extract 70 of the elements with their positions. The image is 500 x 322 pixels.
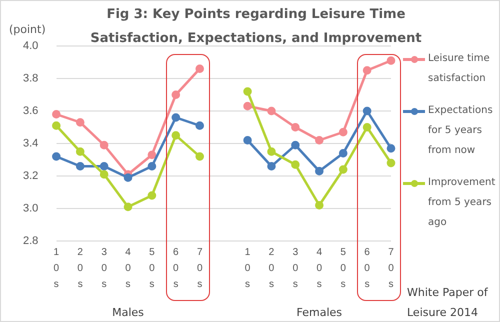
x-tick-label: 70s (388, 246, 394, 290)
point (243, 136, 252, 144)
legend-label: Leisure time satisfaction (428, 52, 491, 86)
point (338, 149, 348, 158)
x-tick-label: 70s (196, 246, 203, 290)
point (386, 158, 396, 168)
text: White Paper of Leisure 2014 (407, 286, 489, 319)
point (267, 106, 276, 116)
x-tick-label: 20s (77, 246, 84, 290)
x-tick-label: 40s (125, 246, 132, 290)
point (124, 173, 132, 182)
point (195, 121, 204, 130)
y-tick-label: 3.2 (22, 170, 38, 182)
text: Males (112, 306, 144, 319)
point (315, 166, 324, 176)
point (291, 140, 300, 150)
point (76, 162, 84, 170)
point (267, 147, 276, 156)
y-tick-label: 3.6 (22, 105, 38, 118)
point (338, 165, 348, 174)
point (315, 201, 324, 210)
point (243, 87, 252, 96)
y-tick-label: 4.0 (22, 40, 38, 52)
x-tick-label: 60s (173, 246, 180, 290)
y-axis-title: (point) (9, 22, 46, 36)
point (267, 162, 276, 170)
x-tick-label: 10s (54, 246, 60, 290)
point (52, 152, 61, 161)
point (124, 202, 132, 212)
y-tick-label: 3.8 (22, 72, 38, 85)
point (315, 136, 324, 144)
point (362, 123, 372, 132)
x-tick-label: 60s (364, 246, 370, 290)
point (195, 152, 204, 161)
text: Females (296, 306, 342, 319)
point (291, 123, 300, 132)
x-tick-label: 50s (149, 246, 156, 290)
x-tick-label: 20s (268, 246, 275, 290)
x-tick-label: 30s (101, 246, 108, 290)
point (76, 118, 84, 127)
point (243, 102, 252, 110)
point (386, 144, 396, 153)
point (52, 121, 61, 130)
point (148, 150, 156, 160)
y-tick-label: 2.8 (22, 235, 38, 248)
point (195, 64, 204, 73)
point (338, 128, 348, 136)
point (172, 131, 180, 140)
x-tick-label: 30s (292, 246, 299, 290)
point (291, 160, 300, 169)
x-tick-label: 10s (244, 246, 251, 290)
point (148, 162, 156, 170)
x-tick-label: 50s (340, 246, 346, 290)
chart-title: Fig 3: Key Points regarding Leisure Time Satisfaction, Expectations, and Improvement (89, 6, 423, 48)
y-tick-label: 3.4 (22, 138, 38, 150)
point (100, 162, 108, 170)
point (172, 90, 180, 99)
point (76, 147, 84, 156)
point (386, 56, 396, 65)
x-tick-label: 40s (316, 246, 322, 290)
legend-label: Expectations for 5 years from now (428, 104, 494, 158)
y-tick-label: 3.0 (22, 202, 38, 215)
point (100, 140, 108, 150)
point (52, 110, 61, 118)
legend-label: Improvement from 5 years ago (428, 176, 496, 230)
point (148, 191, 156, 200)
point (362, 66, 372, 75)
point (172, 113, 180, 122)
point (100, 170, 108, 179)
point (362, 106, 372, 116)
